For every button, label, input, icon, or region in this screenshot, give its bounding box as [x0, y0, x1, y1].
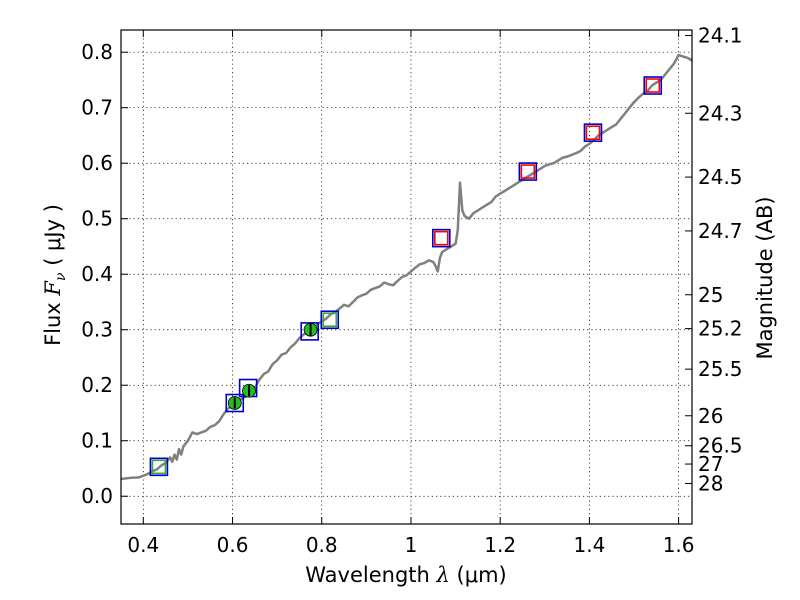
photometry-square-marker — [643, 76, 663, 95]
plot-frame — [120, 29, 693, 525]
x-tick-label: 1 — [405, 533, 418, 557]
photometry-square-marker — [225, 393, 245, 413]
magnitude-tick-label: 24.1 — [698, 24, 743, 48]
magnitude-tick-label: 24.3 — [698, 101, 743, 125]
ticks: 0.4 0.6 0.8 1 1.2 1.4 1.6 0.0 0.1 0.2 0.3 0.4 0.5 0.6… — [81, 24, 742, 557]
photometry-square-marker — [518, 162, 538, 181]
y-tick-label: 0.6 — [81, 151, 113, 175]
photometry-square-marker — [320, 310, 340, 330]
x-tick-label: 1.2 — [484, 533, 516, 557]
spectrum-line — [121, 53, 692, 481]
x-tick-label: 1.6 — [663, 533, 695, 557]
y-tick-label: 0.8 — [81, 40, 113, 64]
x-axis-label: Wavelength λ (μm) — [305, 563, 506, 587]
photometry-square-marker — [149, 457, 169, 477]
photometry-square-marker — [322, 312, 338, 328]
y-tick-label: 0.1 — [81, 429, 113, 453]
magnitude-tick-label: 26.5 — [698, 434, 743, 458]
y-tick-label: 0.2 — [81, 373, 113, 397]
photometry-square-marker — [520, 164, 536, 179]
plot-area — [121, 53, 692, 481]
magnitude-tick-label: 25 — [698, 283, 723, 307]
magnitude-tick-label: 24.5 — [698, 165, 743, 189]
photometry-square-marker — [431, 228, 451, 248]
y-tick-label: 0.0 — [81, 484, 113, 508]
photometry-square-marker — [433, 230, 449, 246]
photometry-square-marker — [583, 123, 603, 142]
grid — [121, 30, 692, 524]
magnitude-tick-label: 25.2 — [698, 317, 743, 341]
y2-axis-label: Magnitude (AB) — [753, 196, 777, 359]
magnitude-tick-label: 26 — [698, 404, 723, 428]
photometry-square-marker — [151, 459, 167, 475]
x-tick-label: 1.4 — [573, 533, 605, 557]
y-axis-label: Flux Fν ( μJy ) — [41, 204, 69, 346]
magnitude-tick-label: 28 — [698, 471, 723, 495]
y-tick-label: 0.5 — [81, 207, 113, 231]
magnitude-tick-label: 25.5 — [698, 357, 743, 381]
y-tick-label: 0.4 — [81, 262, 113, 286]
magnitude-tick-label: 27 — [698, 452, 723, 476]
photometry-square-marker — [585, 125, 601, 140]
magnitude-tick-label: 24.7 — [698, 219, 743, 243]
photometry-square-marker — [645, 78, 661, 93]
y-tick-label: 0.3 — [81, 318, 113, 342]
x-tick-label: 0.8 — [306, 533, 338, 557]
x-tick-label: 0.4 — [127, 533, 159, 557]
y-tick-label: 0.7 — [81, 96, 113, 120]
x-tick-label: 0.6 — [217, 533, 249, 557]
